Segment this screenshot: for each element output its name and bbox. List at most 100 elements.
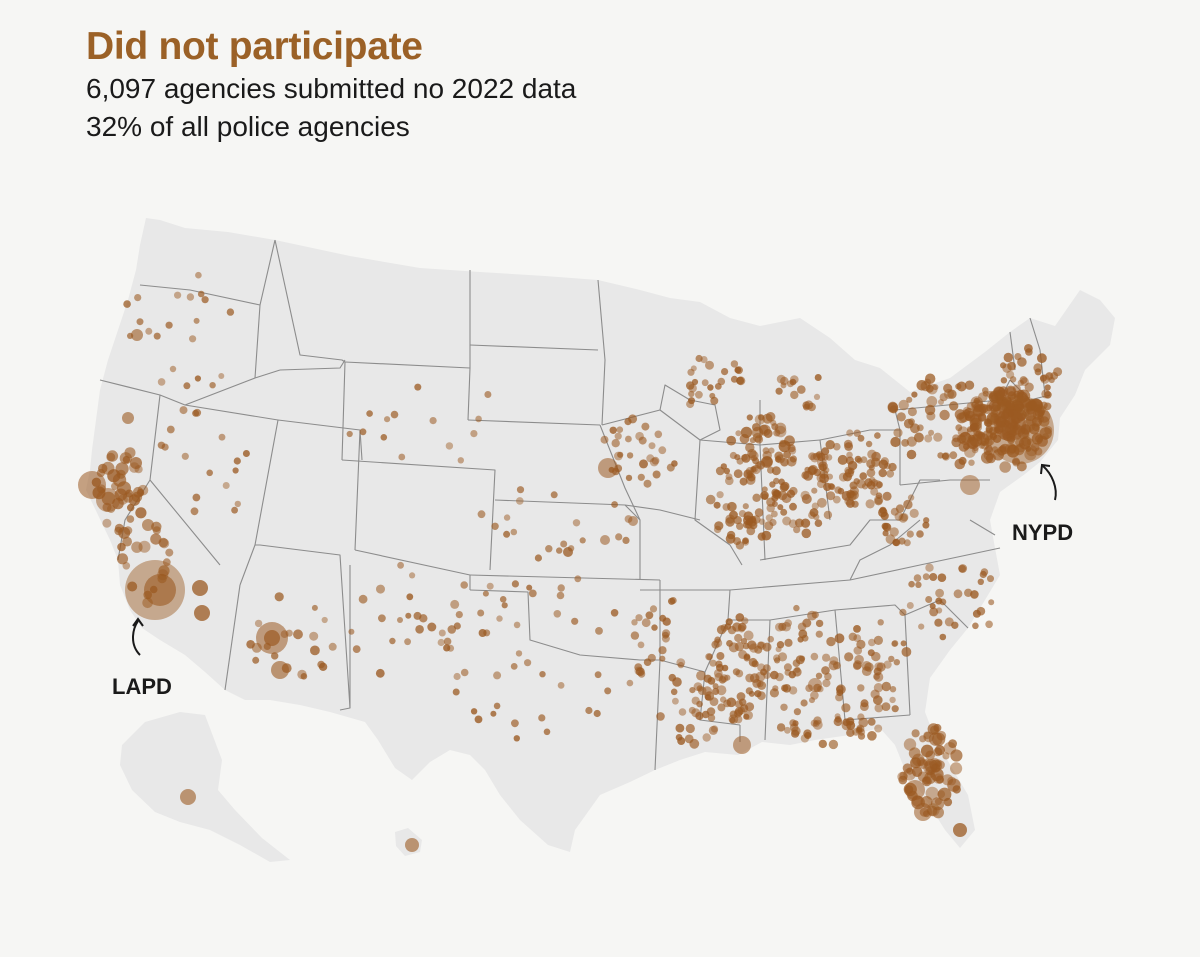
agency-dot xyxy=(585,706,593,715)
agency-dot xyxy=(771,510,778,518)
agency-dot xyxy=(534,554,543,562)
agency-dot xyxy=(903,738,917,751)
agency-dot xyxy=(685,723,695,734)
agency-dot xyxy=(895,504,905,513)
agency-dot xyxy=(906,530,914,538)
agency-dot xyxy=(812,452,821,461)
agency-dot xyxy=(939,598,947,606)
agency-dot xyxy=(1012,384,1021,393)
agency-dot xyxy=(936,607,943,614)
agency-dot xyxy=(311,604,318,611)
agency-dot xyxy=(817,497,827,508)
agency-dot xyxy=(771,494,779,502)
agency-dot xyxy=(787,444,796,453)
agency-dot xyxy=(718,676,727,684)
agency-dot xyxy=(985,444,993,453)
agency-dot xyxy=(964,414,972,421)
agency-dot xyxy=(935,760,945,770)
agency-dot xyxy=(851,500,859,508)
agency-dot xyxy=(545,545,553,553)
agency-dot xyxy=(470,708,478,715)
agency-dot xyxy=(721,664,729,672)
agency-dot xyxy=(883,660,892,669)
agency-dot xyxy=(775,387,783,395)
agency-dot xyxy=(902,763,913,773)
agency-dot xyxy=(136,318,144,326)
agency-dot xyxy=(955,424,963,432)
agency-dot xyxy=(843,439,853,449)
agency-dot xyxy=(800,490,810,501)
agency-dot xyxy=(924,404,936,416)
agency-dot xyxy=(378,614,386,623)
agency-dot xyxy=(460,668,469,677)
agency-dot xyxy=(769,481,776,488)
agency-dot xyxy=(1044,384,1051,391)
agency-dot xyxy=(920,744,934,758)
agency-dot xyxy=(866,468,876,478)
agency-dot xyxy=(668,597,676,605)
agency-dot xyxy=(970,590,979,599)
agency-dot xyxy=(174,291,182,299)
agency-dot xyxy=(226,308,235,316)
agency-dot xyxy=(271,661,289,679)
agency-dot xyxy=(932,384,939,391)
agency-dot xyxy=(600,435,609,444)
agency-dot xyxy=(670,688,678,696)
agency-dot xyxy=(624,418,632,426)
agency-dot xyxy=(761,486,768,493)
agency-dot xyxy=(405,612,412,619)
agency-dot xyxy=(194,605,210,621)
agency-dot xyxy=(777,652,788,662)
agency-dot xyxy=(763,671,771,679)
agency-dot xyxy=(947,778,961,792)
agency-dot xyxy=(117,542,126,552)
agency-dot xyxy=(511,719,519,728)
agency-dot xyxy=(960,475,980,495)
agency-dot xyxy=(942,752,950,760)
agency-dot xyxy=(933,747,943,757)
agency-dot xyxy=(358,594,368,604)
agency-dot xyxy=(637,641,645,649)
agency-dot xyxy=(600,535,610,545)
agency-dot xyxy=(615,533,623,541)
agency-dot xyxy=(988,599,995,606)
agency-dot xyxy=(652,470,661,479)
agency-dot xyxy=(925,373,936,384)
agency-dot xyxy=(747,473,756,482)
agency-dot xyxy=(1025,348,1033,356)
agency-dot xyxy=(987,575,994,583)
agency-dot xyxy=(922,776,931,785)
agency-dot xyxy=(703,674,712,683)
agency-dot xyxy=(811,502,819,510)
agency-dot xyxy=(390,410,399,419)
agency-dot xyxy=(192,580,208,596)
agency-dot xyxy=(721,368,729,376)
agency-dot xyxy=(490,710,497,717)
agency-dot xyxy=(760,491,769,500)
agency-dot xyxy=(991,394,998,402)
agency-dot xyxy=(658,646,667,655)
agency-dot xyxy=(686,400,695,409)
agency-dot xyxy=(493,671,502,680)
alaska-land xyxy=(120,712,290,862)
agency-dot xyxy=(1026,445,1038,457)
agency-dot xyxy=(1014,401,1025,411)
agency-dot xyxy=(833,661,841,670)
agency-dot xyxy=(557,584,565,592)
agency-dot xyxy=(789,486,798,496)
agency-dot xyxy=(579,537,586,544)
agency-dot xyxy=(808,511,816,519)
agency-dot xyxy=(879,506,887,514)
agency-dot xyxy=(405,838,419,852)
agency-dot xyxy=(875,492,883,500)
agency-dot xyxy=(701,379,709,387)
agency-dot xyxy=(908,418,915,426)
agency-dot xyxy=(788,686,798,695)
agency-dot xyxy=(834,716,842,723)
agency-dot xyxy=(409,572,416,579)
agency-dot xyxy=(933,723,942,732)
agency-dot xyxy=(526,584,533,591)
agency-dot xyxy=(745,702,755,712)
agency-dot xyxy=(727,501,737,512)
agency-dot xyxy=(814,374,822,381)
